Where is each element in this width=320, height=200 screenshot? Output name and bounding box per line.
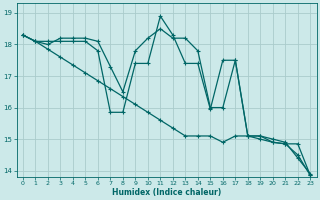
X-axis label: Humidex (Indice chaleur): Humidex (Indice chaleur) <box>112 188 221 197</box>
